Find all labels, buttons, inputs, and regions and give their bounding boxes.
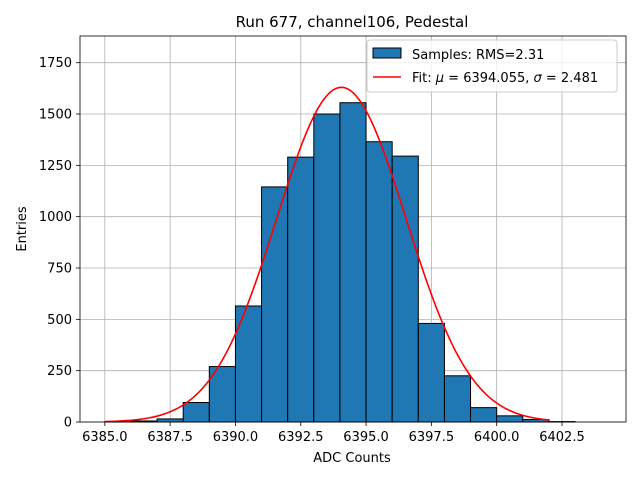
histogram-bar bbox=[182, 401, 210, 423]
x-tick-label: 6395.0 bbox=[343, 430, 389, 445]
y-tick-label: 250 bbox=[47, 364, 72, 379]
histogram-bar bbox=[313, 113, 341, 423]
legend-box bbox=[366, 39, 618, 93]
y-tick-label: 1500 bbox=[39, 108, 72, 123]
x-tick-label: 6390.0 bbox=[213, 430, 259, 445]
histogram-bar bbox=[470, 407, 498, 423]
y-axis-ticks: 0 250 500 750 1000 1250 1500 1750 bbox=[39, 56, 80, 431]
legend-fit-label: Fit: μ = 6394.055, σ = 2.481 bbox=[412, 71, 598, 86]
histogram-bar bbox=[391, 155, 419, 423]
legend-histogram-swatch bbox=[372, 47, 402, 59]
x-tick-label: 6392.5 bbox=[278, 430, 324, 445]
legend: Samples: RMS=2.31 Fit: μ = 6394.055, σ =… bbox=[366, 39, 618, 93]
y-tick-label: 1750 bbox=[39, 56, 72, 71]
y-tick-label: 1250 bbox=[39, 159, 72, 174]
x-tick-label: 6385.0 bbox=[82, 430, 128, 445]
x-tick-label: 6402.5 bbox=[539, 430, 585, 445]
histogram-bar bbox=[287, 156, 315, 423]
chart-title: Run 677, channel106, Pedestal bbox=[236, 13, 469, 31]
legend-fit-sigma-value: = 2.481 bbox=[542, 71, 598, 86]
histogram-bar bbox=[443, 375, 472, 423]
x-tick-label: 6400.0 bbox=[474, 430, 520, 445]
histogram-bar bbox=[261, 186, 289, 423]
histogram-bar bbox=[417, 322, 445, 423]
legend-fit-sigma-symbol: σ bbox=[534, 71, 543, 86]
legend-histogram-label: Samples: RMS=2.31 bbox=[412, 48, 544, 63]
y-tick-label: 500 bbox=[47, 313, 72, 328]
x-axis-ticks: 6385.0 6387.5 6390.0 6392.5 6395.0 6397.5 6400… bbox=[82, 422, 585, 445]
histogram-bar bbox=[365, 141, 393, 423]
legend-fit-prefix: Fit: bbox=[412, 71, 436, 86]
histogram-bar bbox=[339, 102, 367, 423]
y-tick-label: 0 bbox=[64, 416, 72, 431]
histogram-bar bbox=[496, 415, 524, 423]
y-tick-label: 750 bbox=[47, 262, 72, 277]
x-tick-label: 6397.5 bbox=[409, 430, 455, 445]
histogram-bar bbox=[156, 418, 184, 423]
y-axis-label: Entries bbox=[15, 206, 30, 252]
legend-fit-mu-value: = 6394.055, bbox=[444, 71, 533, 86]
x-axis-label: ADC Counts bbox=[313, 451, 391, 466]
fit-curve bbox=[104, 86, 550, 423]
plot-area-frame bbox=[79, 35, 627, 423]
histogram-bars bbox=[104, 102, 576, 423]
y-tick-label: 1000 bbox=[39, 210, 72, 225]
legend-fit-mu-symbol: μ bbox=[435, 71, 444, 86]
fit-curve-layer bbox=[104, 86, 550, 423]
x-tick-label: 6387.5 bbox=[147, 430, 193, 445]
